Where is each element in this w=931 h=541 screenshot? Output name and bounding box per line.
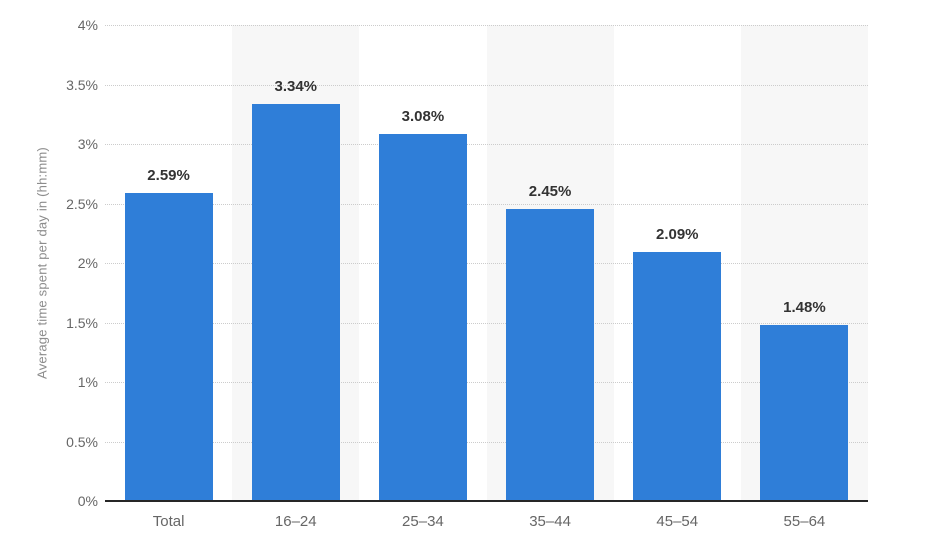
- bar-16-24[interactable]: [251, 103, 340, 501]
- gridline: [105, 203, 868, 205]
- y-axis-tick-label: 3.5%: [66, 76, 98, 93]
- plot-area: 2.59% Total 3.34% 16–24 3.08% 25–34 2.45% 35–44…: [105, 25, 868, 530]
- gridline: [105, 144, 868, 145]
- bar-value-label: 2.59%: [147, 166, 190, 184]
- bar-value-label: 3.34%: [274, 77, 318, 95]
- y-axis-tick-label: 1.5%: [66, 314, 98, 331]
- x-axis-tick-label: 25–34: [402, 513, 444, 530]
- y-axis-tick-label: 0%: [77, 493, 98, 509]
- gridline: [105, 382, 868, 383]
- bar-35-44[interactable]: [506, 209, 595, 501]
- x-axis-line: [105, 500, 868, 502]
- y-axis-tick-label: 4%: [77, 17, 98, 33]
- y-axis-tick-label: 0.5%: [66, 433, 98, 450]
- bar-value-label: 2.45%: [528, 183, 572, 201]
- gridline: [105, 263, 868, 264]
- y-axis-tick-label: 2.5%: [66, 195, 98, 212]
- bar-value-label: 3.08%: [401, 108, 445, 126]
- x-axis-tick-label: 45–54: [656, 513, 699, 530]
- gridline: [105, 322, 868, 324]
- bar-25-34[interactable]: [378, 134, 467, 501]
- gridline: [105, 441, 868, 443]
- x-axis-tick-label: 16–24: [274, 513, 317, 530]
- bar-total[interactable]: [124, 192, 213, 501]
- x-axis-tick-label: 55–64: [783, 513, 826, 530]
- x-axis-tick-label: 35–44: [529, 513, 571, 530]
- y-axis-tick-label: 2%: [77, 255, 98, 271]
- bar-45-54[interactable]: [633, 252, 722, 501]
- y-axis-tick-labels: 0% 0.5% 1% 1.5% 2% 2.5% 3% 3.5% 4%: [0, 17, 98, 509]
- bar-value-label: 2.09%: [655, 226, 699, 244]
- bar-value-label: 1.48%: [783, 298, 826, 316]
- y-axis-tick-label: 1%: [77, 374, 98, 390]
- gridline: [105, 84, 868, 86]
- gridline: [105, 25, 868, 26]
- bar-55-64[interactable]: [760, 324, 849, 501]
- x-axis-tick-label: Total: [152, 513, 185, 530]
- y-axis-tick-label: 3%: [77, 136, 98, 152]
